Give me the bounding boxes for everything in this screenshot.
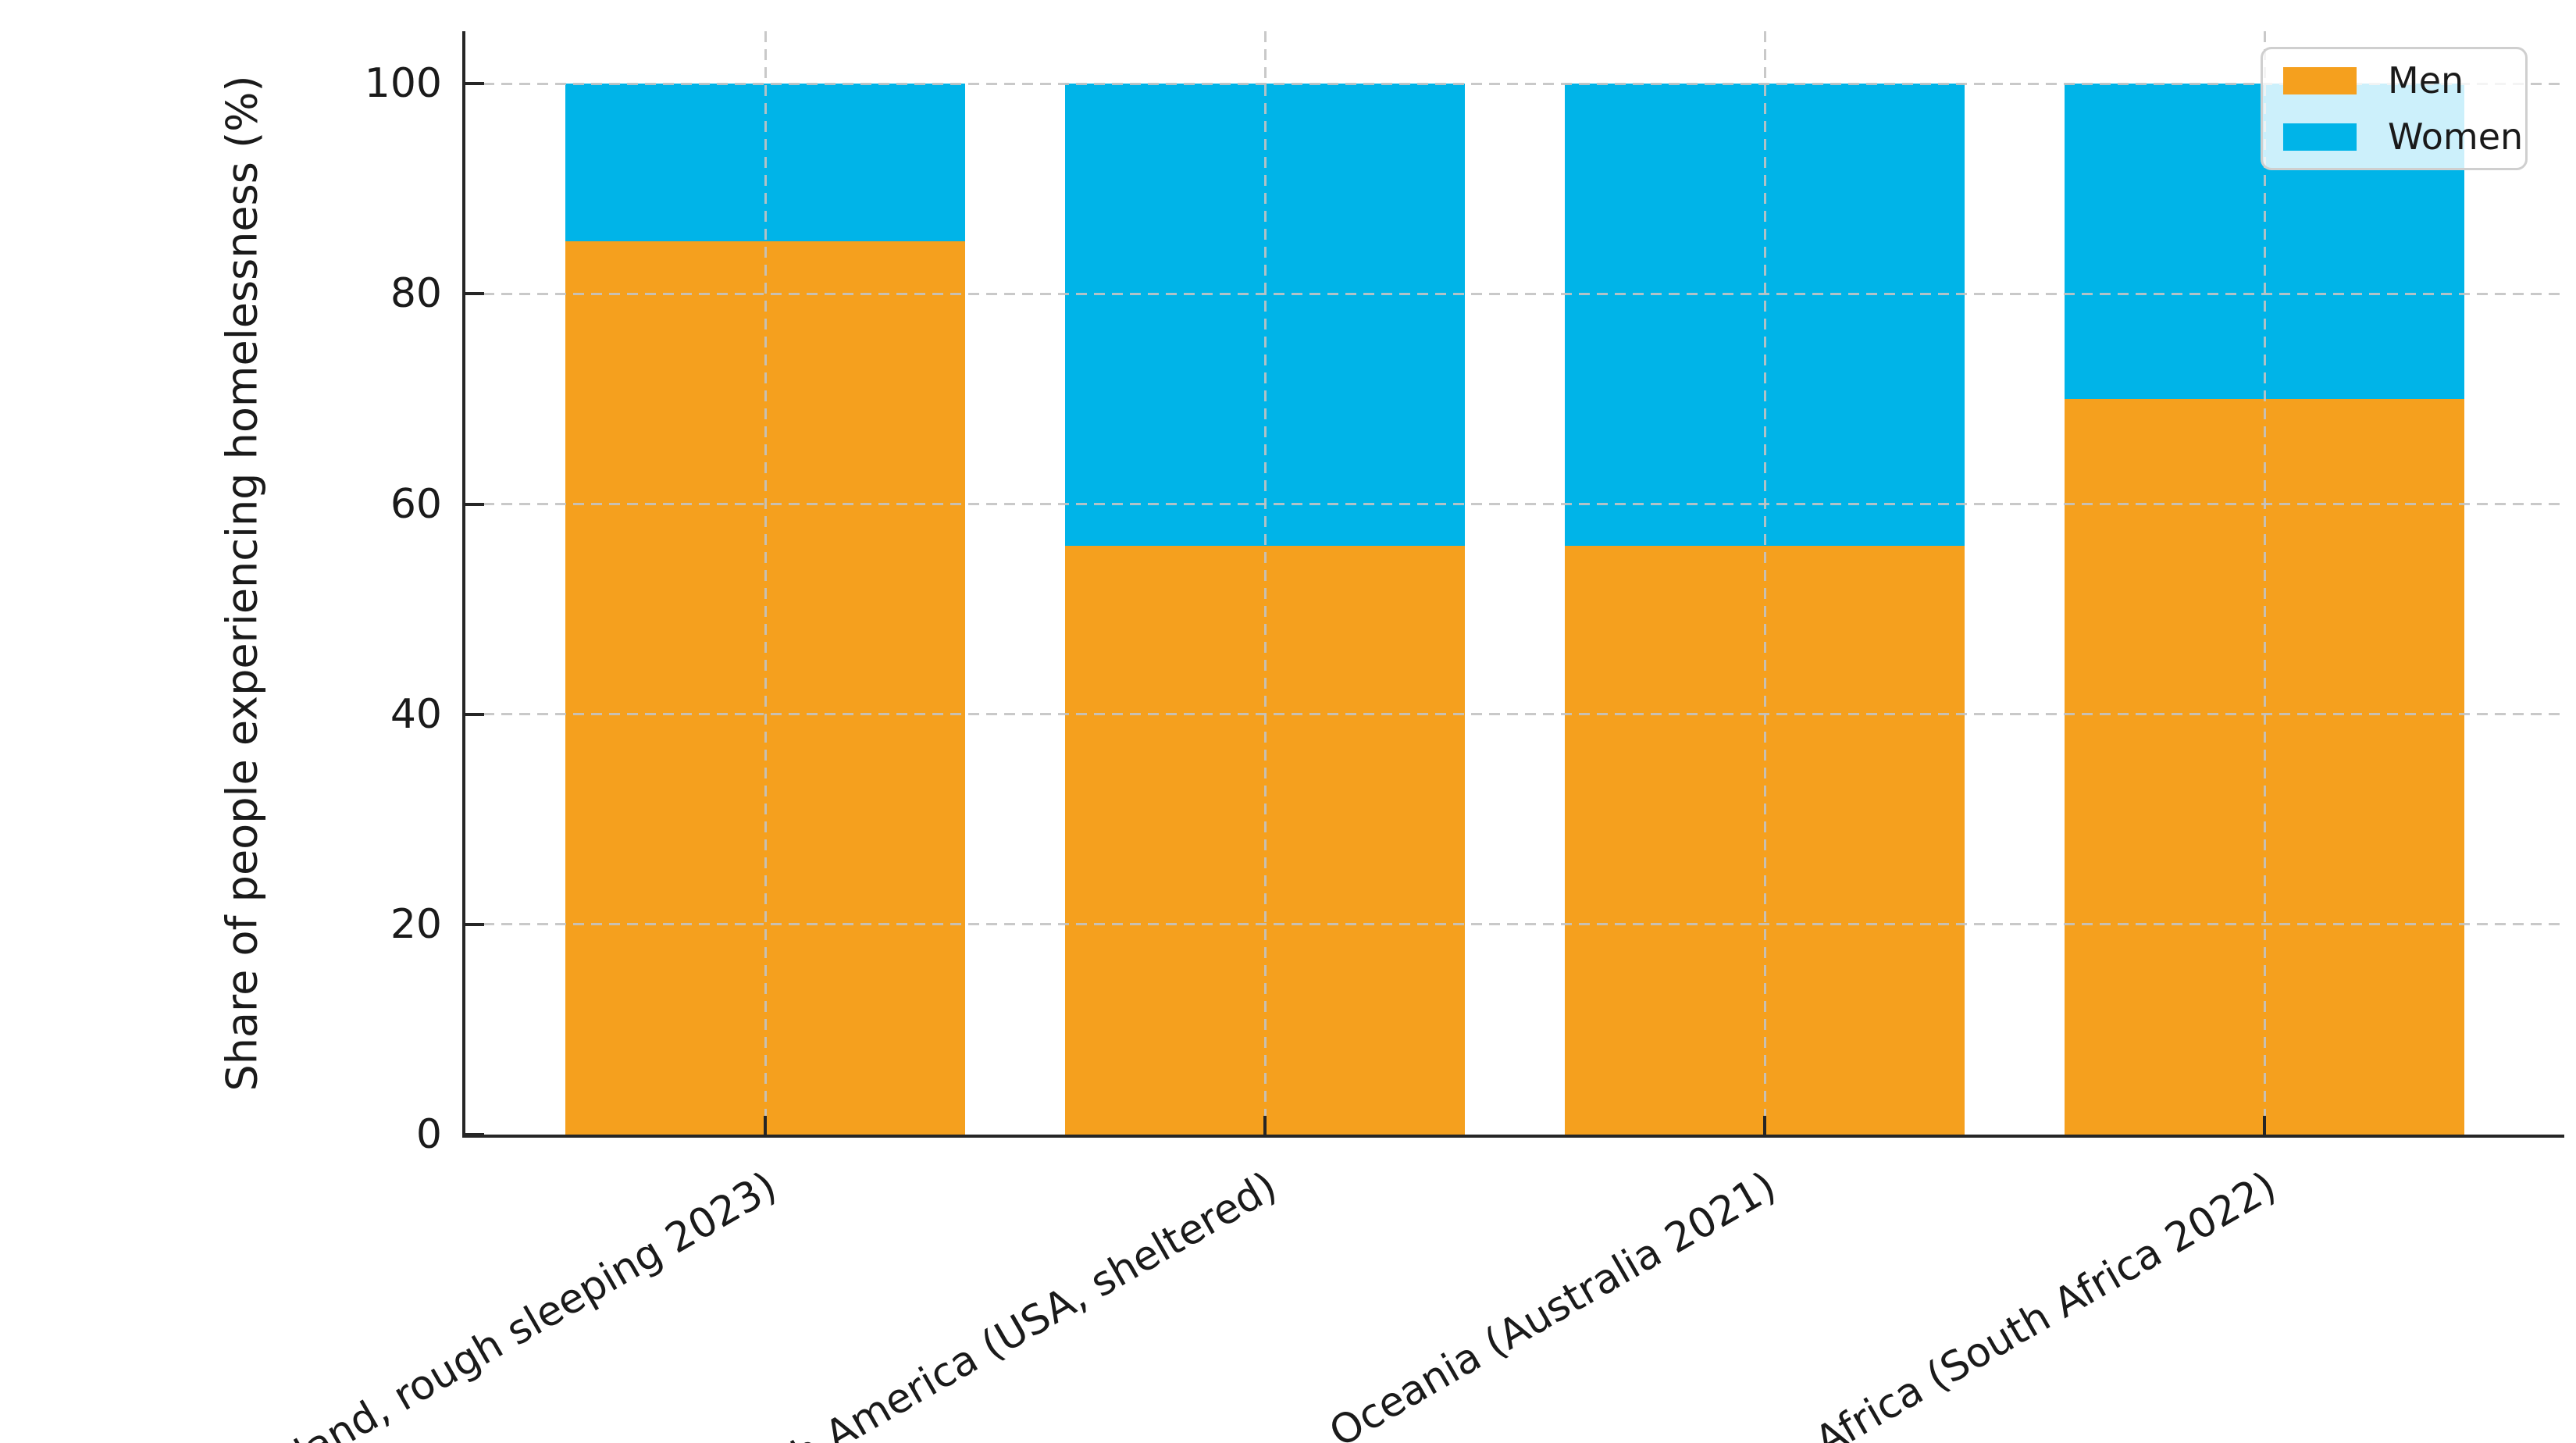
x-tick-label: UK (England, rough sleeping 2023) (147, 1163, 785, 1443)
x-tick-mark (1263, 1116, 1267, 1135)
y-tick-label: 40 (390, 690, 442, 738)
gridline-vertical (1263, 31, 1267, 1135)
legend-swatch-women (2283, 123, 2357, 151)
y-tick-mark (465, 82, 484, 86)
legend: Men Women (2261, 47, 2528, 170)
x-tick-label: Oceania (Australia 2021) (1322, 1163, 1784, 1443)
gridline-horizontal (465, 503, 2564, 506)
y-tick-label: 100 (364, 60, 442, 108)
gridline-vertical (764, 31, 767, 1135)
legend-swatch-men (2283, 66, 2357, 94)
legend-entry-women: Women (2283, 119, 2523, 155)
legend-label: Women (2388, 116, 2524, 158)
y-tick-label: 20 (390, 900, 442, 948)
y-tick-label: 0 (415, 1111, 442, 1158)
x-tick-label: North America (USA, sheltered) (707, 1163, 1284, 1443)
x-tick-label: Africa (South Africa 2022) (1807, 1163, 2284, 1443)
y-tick-mark (465, 1133, 484, 1136)
gridline-vertical (2263, 31, 2266, 1135)
x-tick-mark (1763, 1116, 1766, 1135)
gridline-vertical (1763, 31, 1766, 1135)
gridline-horizontal (465, 713, 2564, 716)
y-tick-mark (465, 712, 484, 716)
legend-entry-men: Men (2283, 62, 2505, 98)
gridline-horizontal (465, 923, 2564, 926)
gridline-horizontal (465, 82, 2564, 85)
x-tick-mark (764, 1116, 767, 1135)
x-tick-mark (2263, 1116, 2266, 1135)
legend-label: Men (2388, 59, 2464, 102)
y-tick-label: 80 (390, 270, 442, 318)
gridline-horizontal (465, 292, 2564, 295)
y-tick-label: 60 (390, 480, 442, 528)
plot-area (462, 31, 2564, 1138)
y-tick-mark (465, 502, 484, 506)
y-tick-mark (465, 292, 484, 296)
y-tick-mark (465, 922, 484, 926)
y-axis-label: Share of people experiencing homelessnes… (217, 74, 267, 1092)
